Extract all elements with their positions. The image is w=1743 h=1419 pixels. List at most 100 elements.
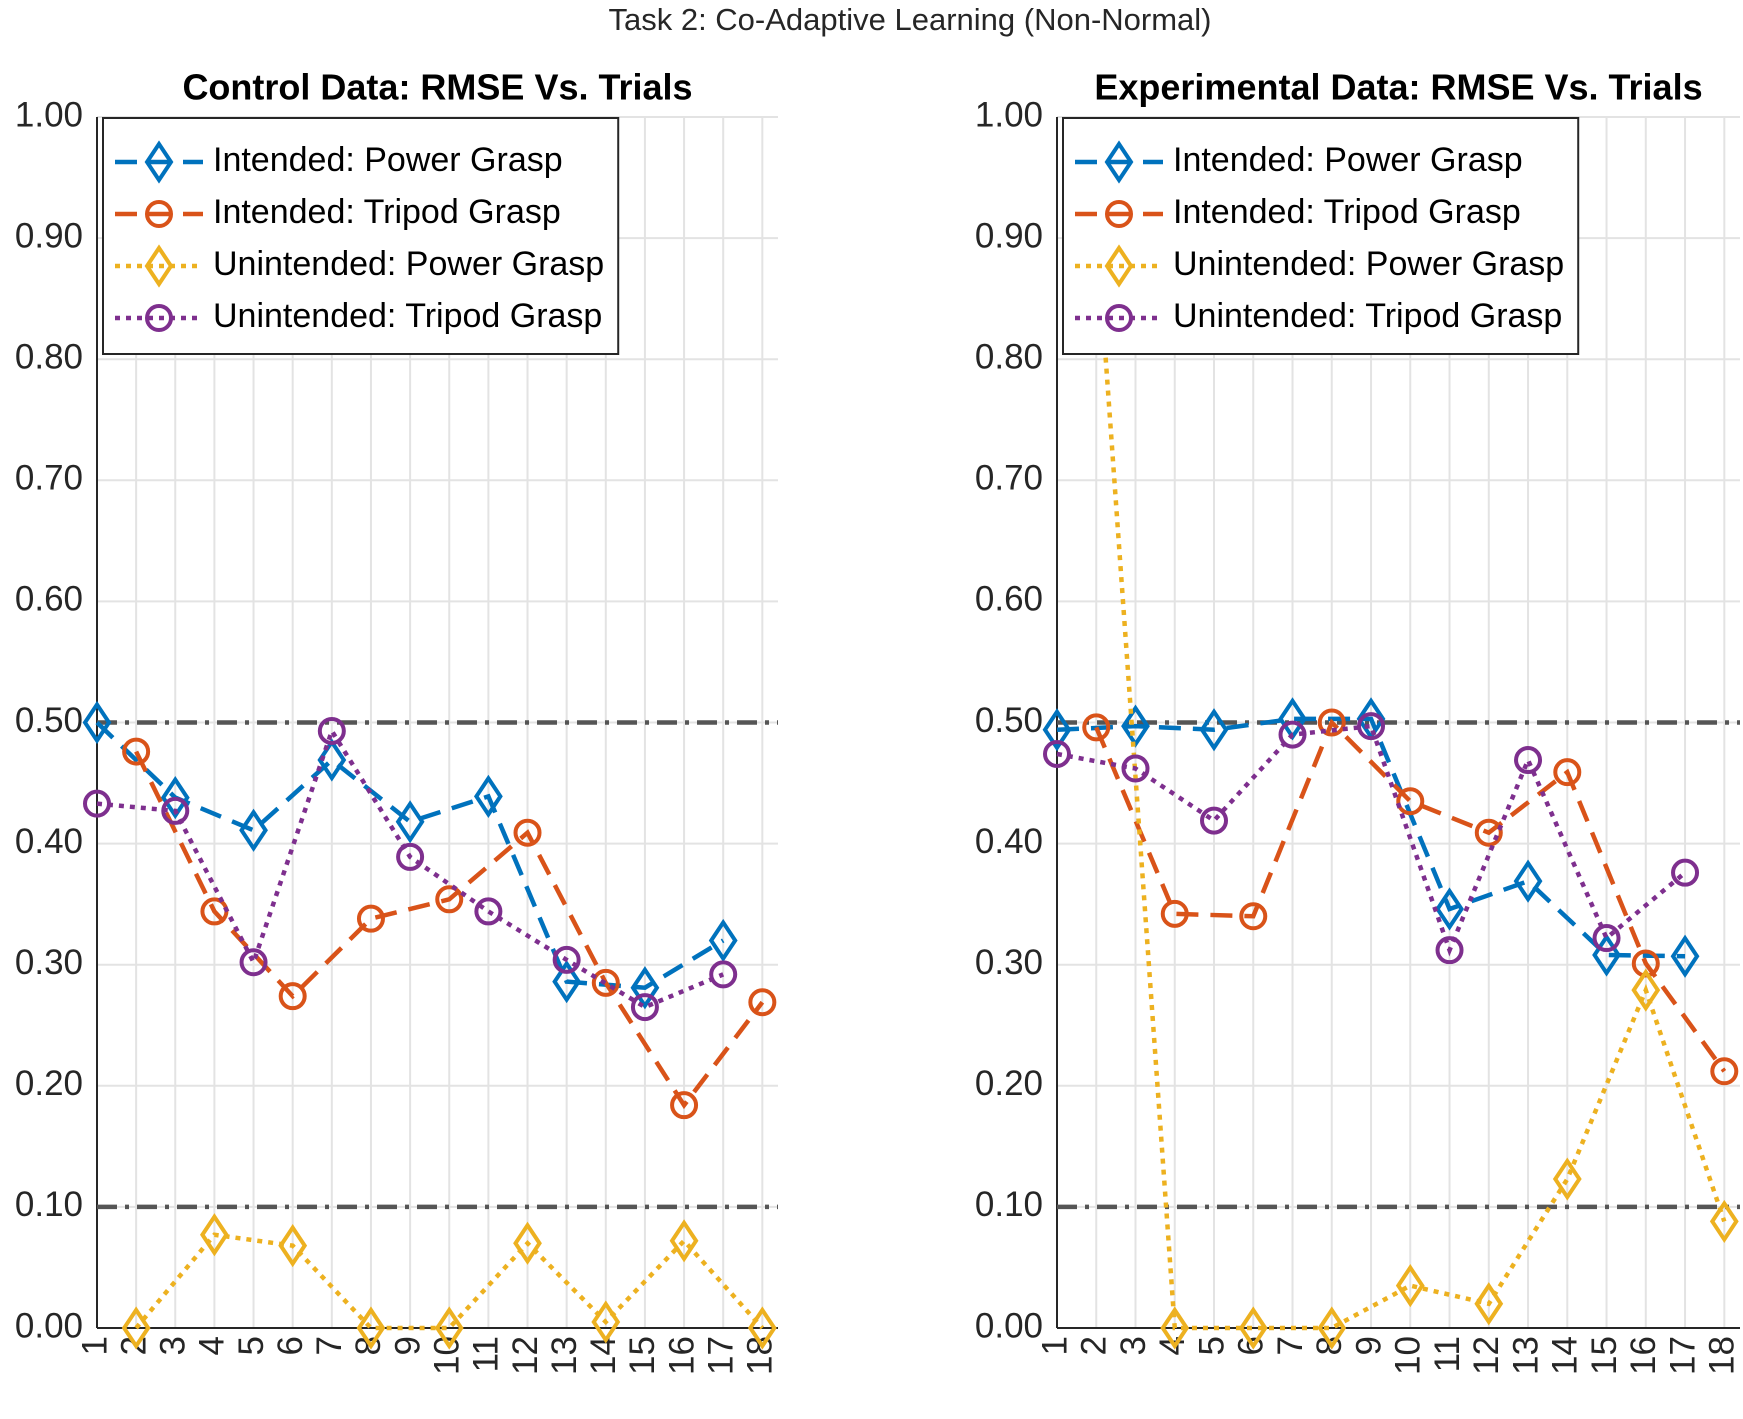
data-marker bbox=[1357, 712, 1386, 741]
legend-label: Unintended: Power Grasp bbox=[213, 245, 604, 283]
data-marker bbox=[1513, 859, 1543, 903]
data-marker bbox=[122, 737, 151, 766]
legend: Intended: Power Grasp Intended: Tripod Gr… bbox=[1062, 117, 1580, 355]
y-tick-label: 0.50 bbox=[15, 701, 83, 740]
data-marker bbox=[435, 885, 464, 914]
y-tick-label: 0.90 bbox=[975, 216, 1043, 255]
data-marker bbox=[356, 904, 385, 933]
y-tick-label: 0.90 bbox=[15, 216, 83, 255]
data-marker bbox=[1239, 902, 1268, 931]
y-tick-label: 0.50 bbox=[975, 701, 1043, 740]
y-tick-label: 0.00 bbox=[15, 1306, 83, 1345]
figure-title: Task 2: Co-Adaptive Learning (Non-Normal… bbox=[608, 2, 1211, 37]
legend-label: Unintended: Tripod Grasp bbox=[1173, 297, 1562, 335]
data-marker bbox=[1317, 708, 1346, 737]
x-tick-label: 13 bbox=[1506, 1336, 1545, 1375]
y-tick-label: 1.00 bbox=[15, 95, 83, 134]
data-marker bbox=[709, 960, 738, 989]
data-marker bbox=[396, 842, 425, 871]
legend-marker bbox=[145, 304, 173, 332]
y-tick-label: 0.10 bbox=[975, 1185, 1043, 1224]
data-marker bbox=[1121, 754, 1150, 783]
legend-marker bbox=[1105, 200, 1133, 228]
x-tick-label: 10 bbox=[1389, 1336, 1428, 1375]
data-marker bbox=[1200, 806, 1229, 835]
data-marker bbox=[630, 993, 659, 1022]
data-marker bbox=[395, 800, 425, 844]
legend-label: Unintended: Tripod Grasp bbox=[213, 297, 602, 335]
data-marker bbox=[1317, 1306, 1347, 1350]
data-marker bbox=[160, 775, 190, 820]
data-marker bbox=[1043, 739, 1071, 768]
x-tick-label: 9 bbox=[1349, 1336, 1388, 1355]
legend-box bbox=[1062, 117, 1580, 355]
series-line bbox=[1056, 723, 1687, 957]
y-tick-label: 0.80 bbox=[15, 337, 83, 376]
x-tick-label: 9 bbox=[388, 1336, 427, 1355]
y-tick-label: 0.20 bbox=[15, 1064, 83, 1103]
x-tick-label: 16 bbox=[662, 1336, 701, 1375]
y-tick-label: 0.10 bbox=[15, 1185, 83, 1224]
legend: Intended: Power Grasp Intended: Tripod Gr… bbox=[102, 117, 620, 355]
legend-marker bbox=[144, 140, 174, 184]
x-tick-label: 6 bbox=[271, 1336, 310, 1355]
data-marker bbox=[748, 988, 777, 1017]
data-marker bbox=[434, 1306, 464, 1350]
legend-label: Intended: Power Grasp bbox=[1173, 141, 1523, 179]
data-marker bbox=[1592, 924, 1621, 953]
data-marker bbox=[1238, 1306, 1268, 1350]
data-marker bbox=[474, 897, 503, 926]
x-tick-label: 7 bbox=[310, 1336, 349, 1355]
y-tick-label: 0.30 bbox=[975, 943, 1043, 982]
data-marker bbox=[239, 808, 268, 852]
data-marker bbox=[747, 1306, 777, 1350]
data-marker bbox=[1160, 899, 1189, 928]
data-marker bbox=[356, 1306, 386, 1350]
legend-label: Intended: Tripod Grasp bbox=[1173, 193, 1521, 231]
x-tick-label: 12 bbox=[1467, 1336, 1506, 1375]
x-tick-label: 18 bbox=[1703, 1336, 1742, 1375]
legend-marker bbox=[1105, 304, 1133, 332]
series-line bbox=[1056, 716, 1686, 959]
data-marker bbox=[1552, 1157, 1582, 1201]
data-marker bbox=[591, 1300, 621, 1344]
data-marker bbox=[473, 774, 503, 818]
legend-label: Intended: Power Grasp bbox=[213, 141, 563, 179]
x-tick-label: 14 bbox=[584, 1336, 623, 1375]
data-marker bbox=[161, 796, 190, 825]
y-tick-label: 0.20 bbox=[975, 1064, 1043, 1103]
legend-label: Unintended: Power Grasp bbox=[1173, 245, 1564, 283]
data-marker bbox=[317, 738, 347, 782]
data-marker bbox=[1710, 1057, 1739, 1086]
data-marker bbox=[1395, 1264, 1425, 1308]
data-marker bbox=[317, 716, 346, 745]
data-marker bbox=[708, 918, 738, 963]
legend-marker bbox=[145, 200, 173, 228]
data-marker bbox=[1199, 708, 1229, 752]
data-marker bbox=[1514, 746, 1543, 775]
y-tick-label: 0.40 bbox=[975, 822, 1043, 861]
data-marker bbox=[200, 1213, 229, 1257]
y-tick-label: 0.60 bbox=[15, 580, 83, 619]
data-marker bbox=[278, 982, 307, 1011]
data-marker bbox=[552, 945, 581, 974]
data-marker bbox=[82, 700, 112, 745]
data-marker bbox=[1631, 968, 1661, 1012]
data-marker bbox=[552, 960, 582, 1004]
x-tick-label: 1 bbox=[75, 1336, 114, 1355]
series-line bbox=[134, 1232, 765, 1331]
y-tick-label: 0.80 bbox=[975, 337, 1043, 376]
x-tick-label: 15 bbox=[1585, 1336, 1624, 1375]
x-tick-label: 15 bbox=[623, 1336, 662, 1375]
data-marker bbox=[1474, 818, 1503, 847]
x-tick-label: 7 bbox=[1271, 1336, 1310, 1355]
y-tick-label: 0.60 bbox=[975, 580, 1043, 619]
data-marker bbox=[1396, 787, 1425, 816]
data-marker bbox=[278, 1224, 308, 1268]
series-line bbox=[96, 725, 725, 1010]
x-tick-label: 11 bbox=[467, 1336, 506, 1372]
data-marker bbox=[121, 1306, 151, 1350]
data-marker bbox=[1553, 758, 1582, 787]
data-marker bbox=[1121, 704, 1150, 748]
